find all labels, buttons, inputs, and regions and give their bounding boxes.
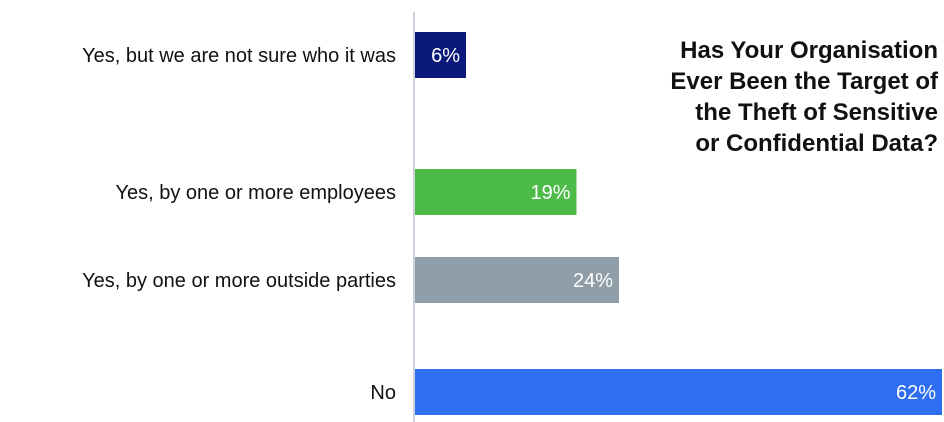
bar-2 bbox=[415, 169, 577, 215]
category-label-1: Yes, but we are not sure who it was bbox=[82, 45, 396, 67]
bar-1 bbox=[415, 32, 466, 78]
bar-4 bbox=[415, 369, 942, 415]
category-label-3: Yes, by one or more outside parties bbox=[82, 270, 396, 292]
category-label-2: Yes, by one or more employees bbox=[115, 182, 396, 204]
bar-value-label-4: 62% bbox=[896, 382, 936, 404]
bars-layer: 6% Yes, but we are not sure who it was 19%… bbox=[82, 32, 942, 415]
chart-title-line-4: or Confidential Data? bbox=[695, 130, 938, 157]
bar-3 bbox=[415, 257, 619, 303]
chart-title-line-3: the Theft of Sensitive bbox=[695, 99, 938, 126]
chart-title-line-2: Ever Been the Target of bbox=[670, 68, 938, 95]
chart-title: Has Your Organisation Ever Been the Targ… bbox=[558, 35, 938, 159]
category-label-4: No bbox=[370, 382, 396, 404]
chart-title-line-1: Has Your Organisation bbox=[680, 37, 938, 64]
bar-value-label-2: 19% bbox=[530, 182, 570, 204]
bar-value-label-1: 6% bbox=[431, 45, 460, 67]
bar-value-label-3: 24% bbox=[573, 270, 613, 292]
